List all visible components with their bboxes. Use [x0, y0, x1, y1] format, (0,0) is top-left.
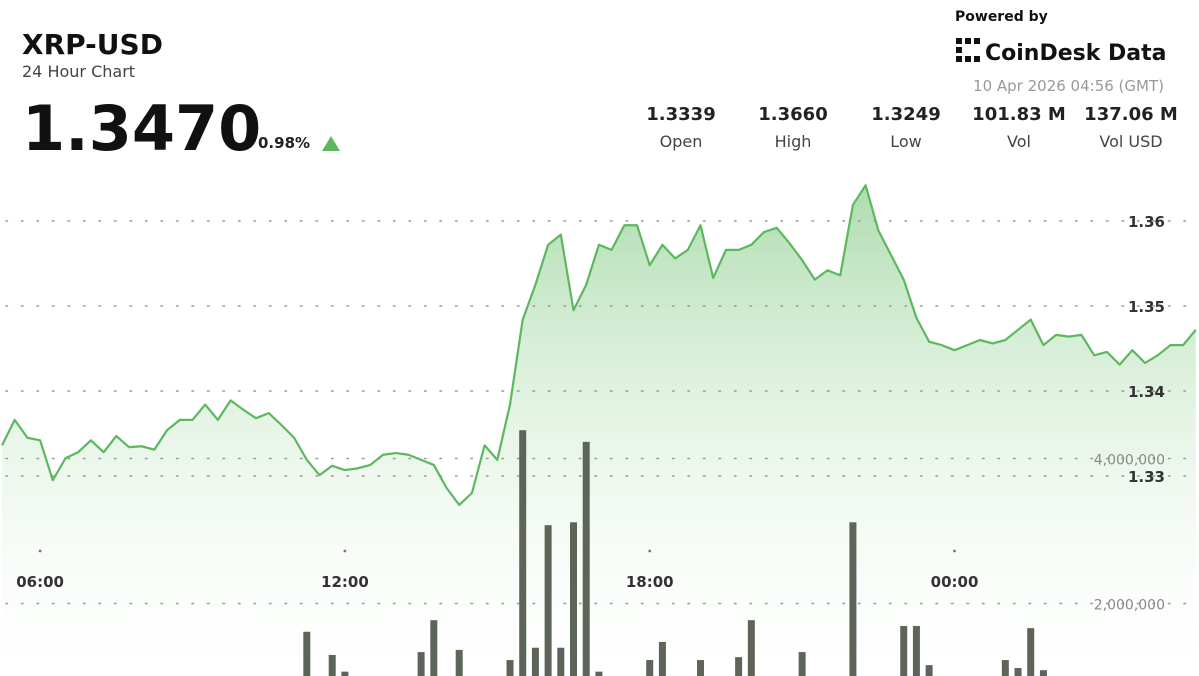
- volume-bar: [1014, 668, 1022, 676]
- volume-bar: [455, 649, 463, 676]
- volume-bar: [506, 660, 514, 676]
- volume-bar: [328, 654, 336, 676]
- y-tick-label: 1.36: [1128, 213, 1165, 231]
- stat-value: 1.3339: [646, 104, 715, 125]
- stats: 1.3339 Open 1.3660 High 1.3249 Low 101.83 M Vol…: [646, 104, 1178, 151]
- y-tick-label: 1.33: [1128, 468, 1165, 486]
- price: 1.3470: [22, 92, 261, 165]
- powered-by: Powered by: [955, 9, 1048, 25]
- x-tick-label: 18:00: [626, 573, 674, 591]
- volume-bar: [658, 641, 666, 676]
- volume-bar: [544, 525, 552, 676]
- x-tick-label: 06:00: [16, 573, 64, 591]
- volume-bar: [417, 652, 425, 676]
- volume-bar: [798, 652, 806, 676]
- stat-value: 137.06 M: [1084, 104, 1178, 125]
- volume-bar: [531, 647, 539, 676]
- x-tick-label: 12:00: [321, 573, 369, 591]
- brand-logo: [956, 38, 980, 62]
- change: 0.98%: [258, 134, 310, 152]
- y-tick-label: 1.34: [1128, 383, 1165, 401]
- stat-label: Vol USD: [1099, 132, 1162, 151]
- stat-label: Open: [660, 132, 703, 151]
- volume-bar: [900, 625, 908, 676]
- volume-bar: [582, 441, 590, 676]
- stat-label: High: [775, 132, 812, 151]
- y-tick-label: 1.35: [1128, 298, 1165, 316]
- up-arrow: [322, 136, 340, 151]
- stat-value: 1.3249: [871, 104, 940, 125]
- volume-bar: [430, 620, 438, 676]
- stat-label: Vol: [1007, 132, 1031, 151]
- price-line: [1, 184, 1197, 506]
- y2-tick-label: 2,000,000: [1094, 598, 1165, 614]
- x-tick-label: 00:00: [931, 573, 979, 591]
- volume-bar: [303, 631, 311, 676]
- volume-bar: [595, 671, 603, 676]
- x-tick-mark: [953, 549, 956, 553]
- volume-bar: [912, 625, 920, 676]
- y2-tick-label: 4,000,000: [1094, 453, 1165, 469]
- volume-bar: [849, 522, 857, 676]
- volume-bar: [1001, 660, 1009, 676]
- subtitle: 24 Hour Chart: [22, 62, 135, 81]
- volume-bar: [1039, 670, 1047, 676]
- stat-label: Low: [890, 132, 922, 151]
- volume-bar: [1027, 628, 1035, 676]
- volume-bar: [747, 620, 755, 676]
- x-tick-mark: [38, 549, 42, 553]
- stat-value: 1.3660: [758, 104, 827, 125]
- volume-bar: [341, 671, 349, 676]
- area-fill: [2, 185, 1196, 676]
- title: XRP-USD: [22, 28, 163, 61]
- volume-bar: [697, 660, 705, 676]
- x-tick-mark: [648, 549, 652, 553]
- volume-bar: [519, 430, 527, 676]
- volume-bar: [570, 522, 578, 676]
- brand: CoinDesk Data: [985, 41, 1167, 66]
- volume-bar: [646, 660, 654, 676]
- plot: 1.33 1.34 1.35 1.36 2,000,000 4,000,000 06:00 1…: [1, 184, 1199, 676]
- volume-bar: [557, 647, 565, 676]
- timestamp: 10 Apr 2026 04:56 (GMT): [973, 77, 1164, 95]
- stat-value: 101.83 M: [972, 104, 1066, 125]
- x-tick-mark: [343, 549, 347, 553]
- volume-bar: [925, 665, 933, 676]
- volume-bar: [735, 657, 743, 676]
